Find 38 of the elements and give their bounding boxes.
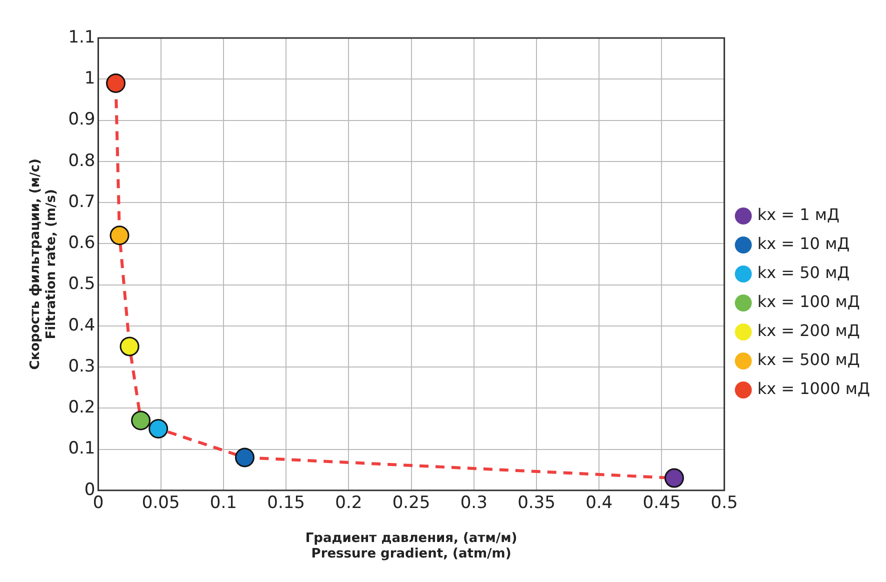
point [131,410,151,430]
point [110,226,130,246]
y-tick-label: 0.5 [68,274,96,294]
point [148,418,168,438]
y-tick-label: 0.2 [68,398,96,418]
y-tick-label: 0.6 [68,233,96,254]
x-tick-label: 0.35 [518,493,556,514]
point [120,336,140,356]
legend-label: kx = 50 мД [757,263,850,282]
x-tick-label: 0.15 [267,493,305,514]
x-tick-label: 0.45 [642,493,681,514]
x-tick-label: 0.3 [460,493,488,514]
legend-label: kx = 200 мД [757,321,860,340]
legend-label: kx = 1 мД [757,205,840,224]
legend-label: kx = 100 мД [757,292,860,312]
x-tick-label: 0.5 [710,493,738,514]
point [234,448,254,468]
point [664,468,684,488]
x-tick-label: 0.05 [142,493,180,514]
y-tick-label: 0.9 [68,110,96,130]
legend-label: kx = 500 мД [757,350,860,370]
x-axis-title: Градиент давления, (атм/м) Pressure gradient, (atm/m) [305,530,518,562]
y-tick-label: 0.4 [68,315,96,336]
legend-label: kx = 10 мД [757,234,850,254]
y-tick-label: 0.3 [68,356,96,376]
y-axis-title: Скорость фильтрации, (м/с) Filtration rate, (m/s) [28,158,59,370]
point [106,73,126,93]
y-tick-label: 0.8 [68,150,96,171]
x-tick-label: 0.1 [210,493,237,514]
x-tick-label: 0.4 [586,493,613,514]
y-tick-label: 0.7 [68,192,96,212]
x-tick-label: 0.2 [335,493,362,514]
y-tick-label: 1 [84,68,96,89]
x-tick-label: 0.25 [392,493,430,514]
y-tick-label: 0.1 [68,438,96,459]
y-tick-label: 1.1 [68,27,96,48]
legend-label: kx = 1000 мД [757,379,870,398]
y-tick-label: 0 [84,480,96,500]
